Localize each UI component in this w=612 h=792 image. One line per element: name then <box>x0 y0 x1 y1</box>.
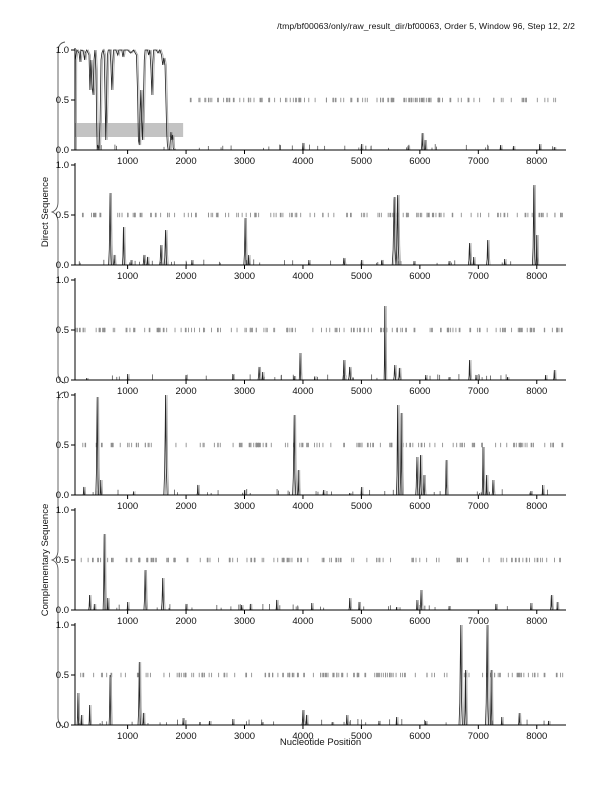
subplot-complementary-1: 0.0 0.5 1.0 1000 2000 3000 4000 5000 6000 7000 800… <box>56 390 566 512</box>
direct-sequence-brace <box>50 41 66 384</box>
x-tick-label: 3000 <box>234 271 255 282</box>
x-tick-label: 5000 <box>351 616 372 627</box>
x-tick-label: 1000 <box>117 271 138 282</box>
x-tick-label: 3000 <box>234 731 255 742</box>
x-tick-label: 6000 <box>409 616 430 627</box>
x-tick-label: 8000 <box>526 271 547 282</box>
x-tick-label: 2000 <box>175 731 196 742</box>
figure-title: /tmp/bf00063/only/raw_result_dir/bf00063… <box>277 21 575 31</box>
x-tick-label: 4000 <box>292 616 313 627</box>
x-tick-label: 1000 <box>117 386 138 397</box>
trace-shadow <box>78 624 551 726</box>
trace-shadow <box>84 394 545 496</box>
subplots-layer: 0.0 0.5 1.0 1000 2000 3000 4000 5000 6000 7000 800… <box>56 45 566 742</box>
group-label-complementary-sequence: Complementary Sequence <box>40 503 51 617</box>
x-tick-label: 6000 <box>409 156 430 167</box>
x-tick-label: 8000 <box>526 731 547 742</box>
x-tick-label: 1000 <box>117 731 138 742</box>
trace <box>88 533 559 611</box>
y-tick-label: 0.0 <box>56 145 69 156</box>
x-tick-label: 4000 <box>292 271 313 282</box>
x-tick-label: 7000 <box>468 616 489 627</box>
y-tick-label: 0.0 <box>56 375 69 386</box>
x-tick-label: 1000 <box>117 616 138 627</box>
x-tick-label: 2000 <box>175 501 196 512</box>
y-tick-label: 0.5 <box>56 210 69 221</box>
group-label-direct-sequence: Direct Sequence <box>40 176 51 248</box>
y-tick-label: 0.5 <box>56 555 69 566</box>
y-tick-label: 1.0 <box>56 620 69 631</box>
subplot-complementary-3: 0.0 0.5 1.0 1000 2000 3000 4000 5000 6000 7000 800… <box>56 620 566 742</box>
y-tick-label: 0.0 <box>56 605 69 616</box>
y-tick-label: 0.0 <box>56 490 69 501</box>
trace-shadow <box>75 48 557 151</box>
y-tick-label: 1.0 <box>56 390 69 401</box>
x-tick-label: 2000 <box>175 616 196 627</box>
y-tick-label: 1.0 <box>56 45 69 56</box>
y-tick-label: 0.0 <box>56 720 69 731</box>
y-tick-label: 0.5 <box>56 440 69 451</box>
trace <box>76 624 550 726</box>
subplot-complementary-2: 0.0 0.5 1.0 1000 2000 3000 4000 5000 6000 7000 800… <box>56 505 566 627</box>
x-tick-label: 6000 <box>409 731 430 742</box>
trace <box>85 305 556 381</box>
x-tick-label: 5000 <box>351 271 372 282</box>
highlight-bar <box>75 123 184 137</box>
x-tick-label: 1000 <box>117 501 138 512</box>
x-tick-label: 4000 <box>292 501 313 512</box>
complementary-sequence-brace <box>50 391 66 728</box>
y-tick-label: 1.0 <box>56 160 69 171</box>
subplot-direct-3: 0.0 0.5 1.0 1000 2000 3000 4000 5000 6000 7000 800… <box>56 275 566 397</box>
x-tick-label: 6000 <box>409 501 430 512</box>
x-tick-label: 5000 <box>351 386 372 397</box>
x-tick-label: 7000 <box>468 386 489 397</box>
x-tick-label: 4000 <box>292 731 313 742</box>
x-tick-label: 7000 <box>468 156 489 167</box>
trace <box>108 184 538 266</box>
y-tick-label: 0.0 <box>56 260 69 271</box>
y-tick-label: 0.5 <box>56 670 69 681</box>
x-tick-label: 4000 <box>292 386 313 397</box>
trace-shadow <box>109 184 540 266</box>
x-tick-label: 3000 <box>234 156 255 167</box>
trace-shadow <box>89 533 560 611</box>
x-tick-label: 5000 <box>351 731 372 742</box>
x-tick-label: 7000 <box>468 731 489 742</box>
y-tick-label: 1.0 <box>56 505 69 516</box>
subplot-direct-1: 0.0 0.5 1.0 1000 2000 3000 4000 5000 6000 7000 800… <box>56 45 566 167</box>
x-tick-label: 6000 <box>409 386 430 397</box>
x-axis-label: Nucleotide Position <box>279 737 362 748</box>
trace-shadow <box>87 305 557 381</box>
x-tick-label: 7000 <box>468 501 489 512</box>
x-tick-label: 3000 <box>234 501 255 512</box>
x-tick-label: 5000 <box>351 156 372 167</box>
x-tick-label: 4000 <box>292 156 313 167</box>
x-tick-label: 3000 <box>234 616 255 627</box>
x-tick-label: 2000 <box>175 386 196 397</box>
x-tick-label: 8000 <box>526 501 547 512</box>
trace <box>74 48 556 151</box>
x-tick-label: 7000 <box>468 271 489 282</box>
x-tick-label: 3000 <box>234 386 255 397</box>
x-tick-label: 6000 <box>409 271 430 282</box>
x-tick-label: 8000 <box>526 156 547 167</box>
trace <box>82 394 544 496</box>
y-tick-label: 1.0 <box>56 275 69 286</box>
x-tick-label: 5000 <box>351 501 372 512</box>
y-tick-label: 0.5 <box>56 95 69 106</box>
x-tick-label: 1000 <box>117 156 138 167</box>
y-tick-label: 0.5 <box>56 325 69 336</box>
x-tick-label: 8000 <box>526 616 547 627</box>
subplot-direct-2: 0.0 0.5 1.0 1000 2000 3000 4000 5000 6000 7000 800… <box>56 160 566 282</box>
x-tick-label: 2000 <box>175 156 196 167</box>
x-tick-label: 2000 <box>175 271 196 282</box>
x-tick-label: 8000 <box>526 386 547 397</box>
